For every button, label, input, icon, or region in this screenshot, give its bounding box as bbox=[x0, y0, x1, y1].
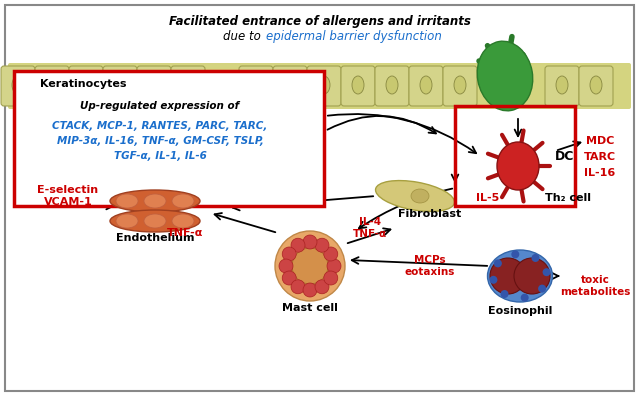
Text: MCPs
eotaxins: MCPs eotaxins bbox=[405, 255, 455, 277]
FancyBboxPatch shape bbox=[1, 66, 35, 106]
Text: Up-regulated expression of: Up-regulated expression of bbox=[81, 101, 240, 111]
Circle shape bbox=[327, 259, 341, 273]
Circle shape bbox=[291, 238, 305, 252]
Circle shape bbox=[532, 254, 539, 262]
Circle shape bbox=[494, 259, 502, 267]
Circle shape bbox=[489, 276, 497, 284]
Circle shape bbox=[543, 268, 551, 276]
FancyBboxPatch shape bbox=[103, 66, 137, 106]
Text: IL-16: IL-16 bbox=[585, 168, 615, 178]
Ellipse shape bbox=[318, 76, 330, 94]
Circle shape bbox=[511, 250, 520, 258]
Ellipse shape bbox=[110, 190, 200, 212]
Ellipse shape bbox=[488, 250, 553, 302]
Ellipse shape bbox=[114, 76, 126, 94]
Text: Facilitated entrance of allergens and irritants: Facilitated entrance of allergens and ir… bbox=[169, 15, 471, 27]
Text: epidermal barrier dysfunction: epidermal barrier dysfunction bbox=[266, 29, 442, 42]
Ellipse shape bbox=[590, 76, 602, 94]
Text: IL-4
TNF-α: IL-4 TNF-α bbox=[353, 217, 387, 239]
Text: Keratinocytes: Keratinocytes bbox=[40, 79, 127, 89]
Circle shape bbox=[490, 258, 526, 294]
FancyBboxPatch shape bbox=[14, 71, 324, 206]
FancyBboxPatch shape bbox=[579, 66, 613, 106]
Ellipse shape bbox=[250, 76, 262, 94]
Ellipse shape bbox=[144, 194, 166, 208]
Text: DC: DC bbox=[555, 150, 574, 162]
FancyBboxPatch shape bbox=[545, 66, 579, 106]
Ellipse shape bbox=[556, 76, 568, 94]
Ellipse shape bbox=[386, 76, 398, 94]
Circle shape bbox=[538, 285, 546, 293]
Circle shape bbox=[315, 238, 329, 252]
FancyBboxPatch shape bbox=[307, 66, 341, 106]
Circle shape bbox=[303, 235, 317, 249]
Circle shape bbox=[514, 258, 550, 294]
Circle shape bbox=[521, 294, 528, 302]
Ellipse shape bbox=[12, 76, 24, 94]
FancyBboxPatch shape bbox=[8, 63, 631, 109]
Ellipse shape bbox=[352, 76, 364, 94]
Text: toxic
metabolites: toxic metabolites bbox=[560, 275, 630, 297]
Ellipse shape bbox=[80, 76, 92, 94]
FancyBboxPatch shape bbox=[171, 66, 205, 106]
Circle shape bbox=[291, 280, 305, 294]
Ellipse shape bbox=[116, 194, 138, 208]
FancyBboxPatch shape bbox=[239, 66, 273, 106]
Ellipse shape bbox=[477, 41, 533, 111]
Circle shape bbox=[275, 231, 345, 301]
Circle shape bbox=[500, 290, 509, 298]
FancyBboxPatch shape bbox=[35, 66, 69, 106]
Text: due to: due to bbox=[224, 29, 265, 42]
FancyBboxPatch shape bbox=[375, 66, 409, 106]
Ellipse shape bbox=[116, 214, 138, 228]
Circle shape bbox=[292, 248, 328, 284]
Text: TNF-α: TNF-α bbox=[167, 228, 203, 238]
Text: Mast cell: Mast cell bbox=[282, 303, 338, 313]
Ellipse shape bbox=[284, 76, 296, 94]
Circle shape bbox=[324, 247, 338, 261]
Circle shape bbox=[279, 259, 293, 273]
FancyBboxPatch shape bbox=[5, 5, 634, 391]
Text: CTACK, MCP-1, RANTES, PARC, TARC,
MIP-3α, IL-16, TNF-α, GM-CSF, TSLP,
TGF-α, IL-: CTACK, MCP-1, RANTES, PARC, TARC, MIP-3α… bbox=[52, 121, 268, 161]
Ellipse shape bbox=[110, 210, 200, 232]
FancyBboxPatch shape bbox=[341, 66, 375, 106]
Text: Fibroblast: Fibroblast bbox=[398, 209, 461, 219]
FancyBboxPatch shape bbox=[273, 66, 307, 106]
Circle shape bbox=[282, 247, 296, 261]
Ellipse shape bbox=[420, 76, 432, 94]
Ellipse shape bbox=[172, 194, 194, 208]
Ellipse shape bbox=[376, 181, 454, 211]
Ellipse shape bbox=[46, 76, 58, 94]
Text: MDC: MDC bbox=[586, 136, 614, 146]
Ellipse shape bbox=[144, 214, 166, 228]
FancyBboxPatch shape bbox=[443, 66, 477, 106]
Text: E-selectin
VCAM-1: E-selectin VCAM-1 bbox=[38, 185, 98, 207]
Text: Eosinophil: Eosinophil bbox=[488, 306, 552, 316]
Circle shape bbox=[303, 283, 317, 297]
Circle shape bbox=[324, 271, 338, 285]
FancyBboxPatch shape bbox=[409, 66, 443, 106]
Circle shape bbox=[315, 280, 329, 294]
Ellipse shape bbox=[497, 142, 539, 190]
Text: IL-5: IL-5 bbox=[477, 193, 500, 203]
Circle shape bbox=[282, 271, 296, 285]
FancyBboxPatch shape bbox=[69, 66, 103, 106]
Ellipse shape bbox=[148, 76, 160, 94]
Ellipse shape bbox=[182, 76, 194, 94]
Ellipse shape bbox=[454, 76, 466, 94]
Text: Endothelium: Endothelium bbox=[116, 233, 194, 243]
Text: TARC: TARC bbox=[584, 152, 616, 162]
Text: Th₂ cell: Th₂ cell bbox=[545, 193, 591, 203]
Ellipse shape bbox=[411, 189, 429, 203]
Ellipse shape bbox=[172, 214, 194, 228]
FancyBboxPatch shape bbox=[137, 66, 171, 106]
